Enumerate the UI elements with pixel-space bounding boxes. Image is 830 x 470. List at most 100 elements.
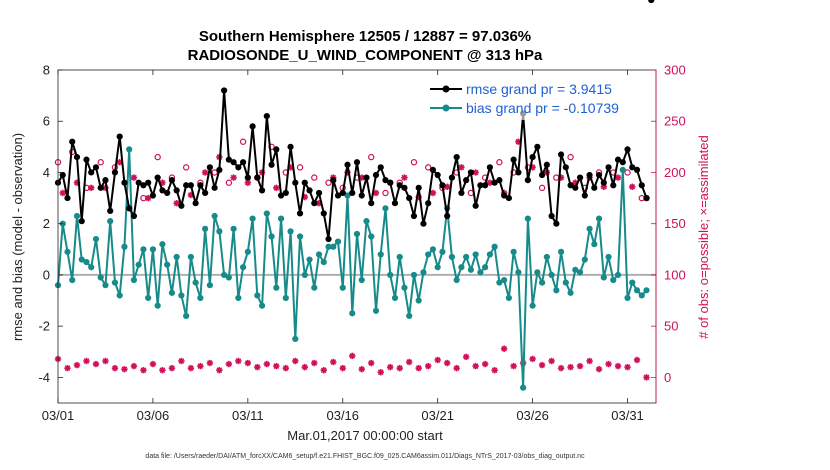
x-tick-label: 03/16 (326, 408, 359, 423)
bias-point (529, 302, 536, 309)
bias-point (216, 228, 223, 235)
obs-star-stroke (358, 366, 365, 373)
bias-point (600, 274, 607, 281)
rmse-point (315, 189, 323, 197)
bias-point (249, 215, 256, 222)
obs-low-count-marker (330, 358, 337, 366)
obs-low-count-marker (178, 357, 185, 365)
bias-point (244, 248, 251, 255)
bias-point (415, 297, 422, 304)
bias-point (368, 233, 375, 240)
rmse-point (268, 161, 275, 168)
chart-title: Southern Hemisphere 12505 / 12887 = 97.0… (199, 28, 531, 45)
bias-point (92, 235, 100, 243)
y-tick-label: -2 (38, 319, 50, 334)
bias-point (225, 274, 232, 281)
bias-point (121, 243, 128, 250)
bias-point (311, 284, 318, 291)
bias-point (467, 266, 475, 273)
legend-bias-marker (442, 104, 450, 112)
obs-star-stroke (88, 184, 95, 191)
obs-star-stroke (387, 364, 394, 371)
rmse-point (387, 179, 394, 186)
obs-star-stroke (368, 360, 375, 366)
rmse-point (562, 164, 569, 171)
bias-point (505, 294, 512, 302)
obs-possible-marker (538, 184, 546, 192)
bias-point (358, 276, 365, 284)
bias-point (211, 212, 218, 220)
bias-point (149, 246, 157, 253)
obs-star-stroke (311, 360, 318, 366)
obs-star-stroke (624, 364, 631, 371)
rmse-point (491, 179, 498, 186)
rmse-point (482, 182, 489, 189)
rmse-point (553, 220, 560, 227)
rmse-point (576, 174, 584, 181)
bias-point (292, 335, 299, 343)
obs-star-stroke (453, 365, 460, 372)
obs-assimilated-marker (443, 183, 451, 191)
rmse-point (377, 164, 384, 171)
obs-star-stroke (444, 183, 451, 190)
bias-point (520, 384, 527, 391)
obs-star-stroke (102, 358, 109, 364)
rmse-point (501, 192, 508, 199)
bias-point (548, 271, 555, 279)
rmse-point (415, 184, 422, 191)
obs-possible-marker (97, 159, 104, 166)
bias-point (629, 279, 636, 286)
obs-star-stroke (463, 354, 470, 360)
obs-star-stroke (254, 364, 261, 371)
y2-axis-label: # of obs: o=possible; ×=assimilated (696, 135, 711, 338)
rmse-point (444, 212, 451, 220)
bias-point (159, 241, 166, 248)
bias-point (576, 269, 584, 276)
bias-point (254, 292, 261, 299)
x-tick-label: 03/26 (516, 408, 549, 423)
obs-star-stroke (373, 190, 379, 196)
rmse-point (429, 166, 437, 173)
bias-point (614, 271, 622, 279)
bias-point (472, 251, 479, 258)
bias-point (534, 269, 541, 276)
y-tick-label: 2 (43, 216, 50, 231)
bias-point (230, 225, 237, 232)
obs-low-count-marker (102, 357, 109, 365)
obs-possible-marker (239, 138, 247, 145)
obs-low-count-marker (358, 365, 365, 373)
obs-low-count-marker (282, 364, 290, 372)
bias-point (344, 192, 351, 199)
obs-star-stroke (159, 367, 166, 374)
rmse-point (406, 194, 413, 202)
rmse-point (216, 166, 223, 173)
obs-low-count-marker (254, 363, 261, 371)
rmse-point (472, 202, 479, 209)
obs-assimilated-marker (273, 184, 280, 192)
obs-star-stroke (225, 361, 232, 367)
obs-star-stroke (515, 138, 522, 145)
y-tick-label: 6 (43, 114, 50, 129)
obs-low-count-marker (396, 364, 403, 372)
rmse-point (633, 166, 641, 173)
obs-star-stroke (263, 361, 270, 367)
rmse-point (206, 164, 213, 171)
rmse-point (59, 171, 66, 179)
x-tick-label: 03/06 (137, 408, 170, 423)
rmse-point (135, 179, 142, 186)
bias-point (581, 256, 588, 263)
obs-star-stroke (230, 174, 237, 181)
y2-axis-ticks: 0 50 100 150 200 250 300 (651, 63, 686, 403)
bias-point (633, 287, 641, 294)
bias-point (97, 274, 104, 281)
obs-star-stroke (577, 363, 583, 369)
rmse-point (296, 210, 304, 217)
bias-point (334, 238, 342, 245)
bias-point (349, 310, 356, 317)
obs-star-stroke (64, 365, 71, 372)
bias-point (458, 264, 465, 271)
obs-low-count-marker (273, 362, 280, 370)
rmse-point (581, 192, 588, 199)
obs-star-stroke (235, 358, 242, 364)
obs-assimilated-marker (173, 200, 180, 207)
